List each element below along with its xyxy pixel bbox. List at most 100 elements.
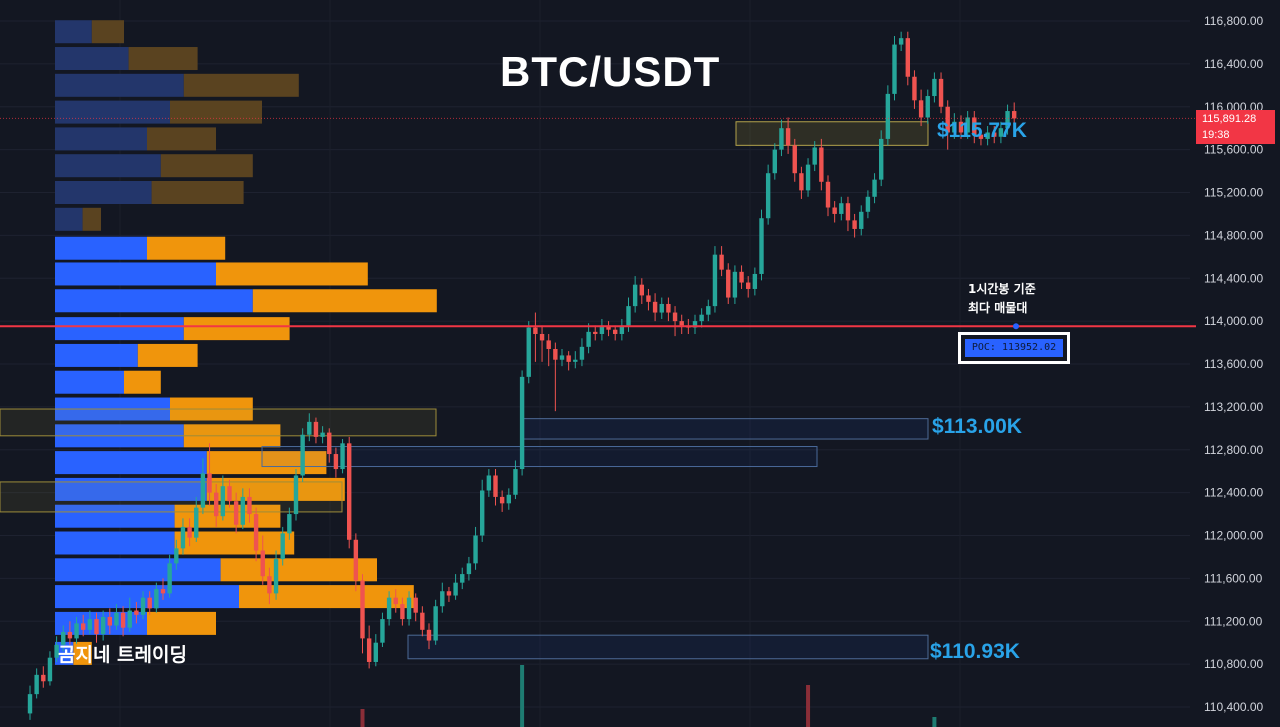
candle-body xyxy=(972,117,977,135)
candle-body xyxy=(659,303,664,313)
poc-marker xyxy=(1013,323,1019,330)
candle-body xyxy=(945,106,950,133)
candle-body xyxy=(699,314,704,322)
volume-profile-sell-bar xyxy=(147,127,216,151)
candle-body xyxy=(932,78,937,97)
volume-profile-sell-bar xyxy=(206,451,327,475)
candle-body xyxy=(805,164,811,191)
volume-profile-buy-bar xyxy=(55,641,74,665)
candle-body xyxy=(519,376,525,470)
candle-body xyxy=(799,173,804,191)
candle-body xyxy=(892,44,897,94)
candle-body xyxy=(898,38,904,45)
candle-body xyxy=(785,128,791,146)
candle-body xyxy=(506,494,511,504)
candle-body xyxy=(679,321,684,326)
volume-profile-buy-bar xyxy=(55,262,216,286)
poc-annotation-line-2: 최다 매물대 xyxy=(968,301,1028,315)
candle-body xyxy=(978,134,984,139)
candle-body xyxy=(632,284,638,307)
candle-body xyxy=(400,604,405,620)
candle-body xyxy=(779,128,784,150)
candle-body xyxy=(819,147,824,182)
candle-body xyxy=(61,631,66,645)
y-axis-tick-label: 113,600.00 xyxy=(1204,357,1263,371)
candle-body xyxy=(200,473,206,508)
zone-label-middle: $113.00K xyxy=(932,415,1022,438)
candle-body xyxy=(859,211,864,229)
candle-body xyxy=(839,203,844,214)
zone-label-upper: $115.77K xyxy=(937,119,1027,142)
candle-body xyxy=(107,616,112,626)
candle-body xyxy=(134,610,139,615)
candle-body xyxy=(865,196,871,212)
range-box xyxy=(261,446,818,468)
candle-body xyxy=(646,295,651,302)
y-axis-tick-label: 114,800.00 xyxy=(1204,228,1263,242)
y-axis-tick-label: 112,800.00 xyxy=(1204,443,1263,457)
candle-body xyxy=(267,576,272,594)
candle-body xyxy=(287,514,292,534)
candle-body xyxy=(340,443,345,470)
candle-body xyxy=(879,138,884,180)
candle-body xyxy=(526,327,531,377)
volume-profile-buy-bar xyxy=(55,207,83,231)
y-axis-tick-label: 115,600.00 xyxy=(1204,143,1263,157)
y-axis-tick-label: 116,400.00 xyxy=(1204,57,1263,71)
candle-body xyxy=(792,145,797,174)
candle-body xyxy=(499,496,505,504)
candle-body xyxy=(586,331,591,347)
volume-profile-buy-bar xyxy=(55,585,239,609)
candle-body xyxy=(672,312,678,322)
candle-body xyxy=(480,490,485,536)
candle-countdown: 19:38 xyxy=(1202,129,1230,141)
candle-body xyxy=(120,612,126,628)
candle-body xyxy=(194,507,199,538)
poc-label: POC: 113952.02 xyxy=(965,339,1063,357)
candle-body xyxy=(366,638,372,662)
y-axis-tick-label: 110,400.00 xyxy=(1204,700,1263,714)
candle-body xyxy=(832,207,837,214)
candle-body xyxy=(74,623,79,639)
candle-body xyxy=(187,526,192,538)
candle-body xyxy=(613,329,618,334)
candle-body xyxy=(87,619,93,630)
candle-body xyxy=(360,580,365,639)
candle-body xyxy=(81,623,86,630)
candle-body xyxy=(706,306,711,315)
candle-body xyxy=(712,254,718,307)
volume-profile-sell-bar xyxy=(220,558,377,582)
candle-body xyxy=(852,220,857,229)
candle-body xyxy=(214,492,219,517)
candle-body xyxy=(965,117,970,133)
volume-bar xyxy=(932,717,937,727)
candle-body xyxy=(639,284,644,296)
volume-profile-sell-bar xyxy=(91,20,124,44)
candle-body xyxy=(253,514,259,551)
current-price-tag: 115,891.28 19:38 xyxy=(1196,110,1275,144)
volume-profile-sell-bar xyxy=(160,154,253,178)
y-axis-tick-label: 112,400.00 xyxy=(1204,486,1263,500)
candle-body xyxy=(513,469,518,495)
candle-body xyxy=(300,434,305,476)
volume-profile-sell-bar xyxy=(239,585,414,609)
candle-body xyxy=(619,325,625,334)
candle-body xyxy=(905,38,910,77)
y-axis-tick-label: 115,200.00 xyxy=(1204,186,1263,200)
candle-body xyxy=(154,589,159,609)
poc-label-box: POC: 113952.02 xyxy=(958,332,1070,364)
volume-profile-buy-bar xyxy=(55,343,138,367)
volume-profile-buy-bar xyxy=(55,477,207,501)
candle-body xyxy=(533,327,538,334)
volume-profile-buy-bar xyxy=(55,47,129,71)
y-axis-tick-label: 116,800.00 xyxy=(1204,14,1263,28)
candle-body xyxy=(413,597,418,613)
candle-body xyxy=(320,432,325,437)
candle-body xyxy=(539,333,545,341)
candle-body xyxy=(752,273,758,289)
volume-bar xyxy=(360,709,365,727)
candle-body xyxy=(559,355,565,360)
volume-profile-buy-bar xyxy=(55,289,253,313)
candle-body xyxy=(127,610,132,628)
